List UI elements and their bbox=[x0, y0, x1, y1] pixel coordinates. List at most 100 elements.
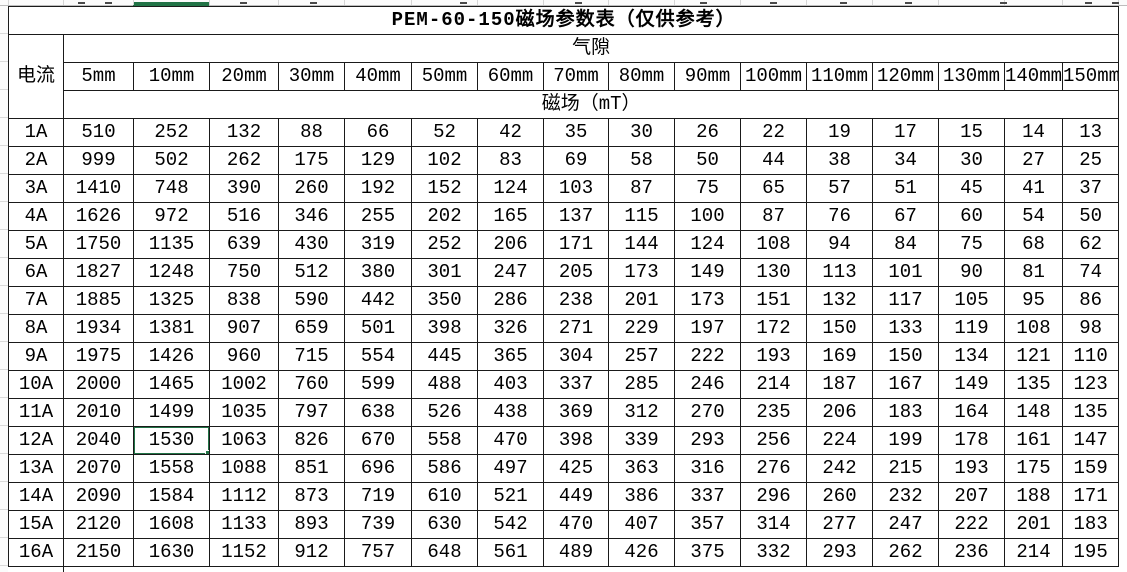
value-cell[interactable]: 599 bbox=[344, 370, 412, 399]
value-cell[interactable]: 26 bbox=[674, 118, 741, 147]
value-cell[interactable]: 558 bbox=[411, 426, 478, 455]
table-title[interactable]: PEM-60-150磁场参数表（仅供参考） bbox=[7, 6, 1120, 35]
value-cell[interactable]: 35 bbox=[543, 118, 609, 147]
value-cell[interactable]: 512 bbox=[278, 258, 345, 287]
value-cell[interactable]: 403 bbox=[477, 370, 544, 399]
value-cell[interactable]: 449 bbox=[543, 482, 609, 511]
value-cell[interactable]: 750 bbox=[209, 258, 279, 287]
current-cell[interactable]: 12A bbox=[8, 426, 64, 455]
value-cell[interactable]: 293 bbox=[674, 426, 741, 455]
value-cell[interactable]: 132 bbox=[806, 286, 873, 315]
value-cell[interactable]: 52 bbox=[411, 118, 478, 147]
value-cell[interactable]: 38 bbox=[806, 146, 873, 175]
current-cell[interactable]: 5A bbox=[8, 230, 64, 259]
value-cell[interactable]: 2000 bbox=[63, 370, 134, 399]
value-cell[interactable]: 201 bbox=[1004, 510, 1063, 539]
value-cell[interactable]: 380 bbox=[344, 258, 412, 287]
value-cell[interactable]: 66 bbox=[344, 118, 412, 147]
value-cell[interactable]: 1152 bbox=[209, 538, 279, 567]
value-cell[interactable]: 119 bbox=[938, 314, 1005, 343]
value-cell[interactable]: 50 bbox=[674, 146, 741, 175]
value-cell[interactable]: 123 bbox=[1061, 370, 1120, 399]
value-cell[interactable]: 188 bbox=[1004, 482, 1063, 511]
value-cell[interactable]: 173 bbox=[674, 286, 741, 315]
value-cell[interactable]: 165 bbox=[477, 202, 544, 231]
value-cell[interactable]: 1750 bbox=[63, 230, 134, 259]
gap-header-20mm[interactable]: 20mm bbox=[209, 62, 279, 91]
value-cell[interactable]: 172 bbox=[740, 314, 807, 343]
value-cell[interactable]: 1063 bbox=[209, 426, 279, 455]
value-cell[interactable]: 115 bbox=[608, 202, 675, 231]
magnetic-field-unit-header[interactable]: 磁场（mT） bbox=[62, 90, 1120, 119]
value-cell[interactable]: 999 bbox=[63, 146, 134, 175]
value-cell[interactable]: 590 bbox=[278, 286, 345, 315]
current-cell[interactable]: 6A bbox=[8, 258, 64, 287]
value-cell[interactable]: 489 bbox=[543, 538, 609, 567]
value-cell[interactable]: 960 bbox=[209, 342, 279, 371]
value-cell[interactable]: 1325 bbox=[133, 286, 210, 315]
value-cell[interactable]: 164 bbox=[938, 398, 1005, 427]
value-cell[interactable]: 252 bbox=[133, 118, 210, 147]
value-cell[interactable]: 193 bbox=[938, 454, 1005, 483]
value-cell[interactable]: 171 bbox=[1061, 482, 1120, 511]
value-cell[interactable]: 94 bbox=[806, 230, 873, 259]
value-cell[interactable]: 286 bbox=[477, 286, 544, 315]
current-cell[interactable]: 8A bbox=[8, 314, 64, 343]
value-cell[interactable]: 1885 bbox=[63, 286, 134, 315]
value-cell[interactable]: 206 bbox=[477, 230, 544, 259]
value-cell[interactable]: 316 bbox=[674, 454, 741, 483]
gap-header-150mm[interactable]: 150mm bbox=[1061, 62, 1120, 91]
value-cell[interactable]: 175 bbox=[278, 146, 345, 175]
value-cell[interactable]: 1558 bbox=[133, 454, 210, 483]
value-cell[interactable]: 229 bbox=[608, 314, 675, 343]
value-cell[interactable]: 648 bbox=[411, 538, 478, 567]
value-cell[interactable]: 757 bbox=[344, 538, 412, 567]
value-cell[interactable]: 222 bbox=[938, 510, 1005, 539]
value-cell[interactable]: 2070 bbox=[63, 454, 134, 483]
value-cell[interactable]: 197 bbox=[674, 314, 741, 343]
current-corner-header[interactable]: 电流 bbox=[8, 34, 64, 119]
value-cell[interactable]: 390 bbox=[209, 174, 279, 203]
value-cell[interactable]: 369 bbox=[543, 398, 609, 427]
current-cell[interactable]: 2A bbox=[8, 146, 64, 175]
value-cell[interactable]: 103 bbox=[543, 174, 609, 203]
value-cell[interactable]: 19 bbox=[806, 118, 873, 147]
value-cell[interactable]: 260 bbox=[278, 174, 345, 203]
value-cell[interactable]: 224 bbox=[806, 426, 873, 455]
value-cell[interactable]: 760 bbox=[278, 370, 345, 399]
value-cell[interactable]: 1630 bbox=[133, 538, 210, 567]
value-cell[interactable]: 301 bbox=[411, 258, 478, 287]
gap-header-130mm[interactable]: 130mm bbox=[938, 62, 1005, 91]
value-cell[interactable]: 87 bbox=[740, 202, 807, 231]
value-cell[interactable]: 638 bbox=[344, 398, 412, 427]
value-cell[interactable]: 748 bbox=[133, 174, 210, 203]
value-cell[interactable]: 149 bbox=[674, 258, 741, 287]
value-cell[interactable]: 207 bbox=[938, 482, 1005, 511]
current-cell[interactable]: 10A bbox=[8, 370, 64, 399]
value-cell[interactable]: 257 bbox=[608, 342, 675, 371]
gap-header-60mm[interactable]: 60mm bbox=[477, 62, 544, 91]
current-cell[interactable]: 9A bbox=[8, 342, 64, 371]
gap-header-140mm[interactable]: 140mm bbox=[1004, 62, 1063, 91]
value-cell[interactable]: 187 bbox=[806, 370, 873, 399]
value-cell[interactable]: 430 bbox=[278, 230, 345, 259]
gap-header-120mm[interactable]: 120mm bbox=[872, 62, 939, 91]
value-cell[interactable]: 912 bbox=[278, 538, 345, 567]
value-cell[interactable]: 124 bbox=[674, 230, 741, 259]
value-cell[interactable]: 161 bbox=[1004, 426, 1063, 455]
value-cell[interactable]: 222 bbox=[674, 342, 741, 371]
gap-header-10mm[interactable]: 10mm bbox=[133, 62, 210, 91]
value-cell[interactable]: 470 bbox=[477, 426, 544, 455]
value-cell[interactable]: 60 bbox=[938, 202, 1005, 231]
value-cell[interactable]: 130 bbox=[740, 258, 807, 287]
current-cell[interactable]: 1A bbox=[8, 118, 64, 147]
gap-header-70mm[interactable]: 70mm bbox=[543, 62, 609, 91]
value-cell[interactable]: 510 bbox=[63, 118, 134, 147]
value-cell[interactable]: 135 bbox=[1004, 370, 1063, 399]
value-cell[interactable]: 14 bbox=[1004, 118, 1063, 147]
value-cell[interactable]: 215 bbox=[872, 454, 939, 483]
value-cell[interactable]: 442 bbox=[344, 286, 412, 315]
value-cell[interactable]: 363 bbox=[608, 454, 675, 483]
value-cell[interactable]: 739 bbox=[344, 510, 412, 539]
value-cell[interactable]: 88 bbox=[278, 118, 345, 147]
